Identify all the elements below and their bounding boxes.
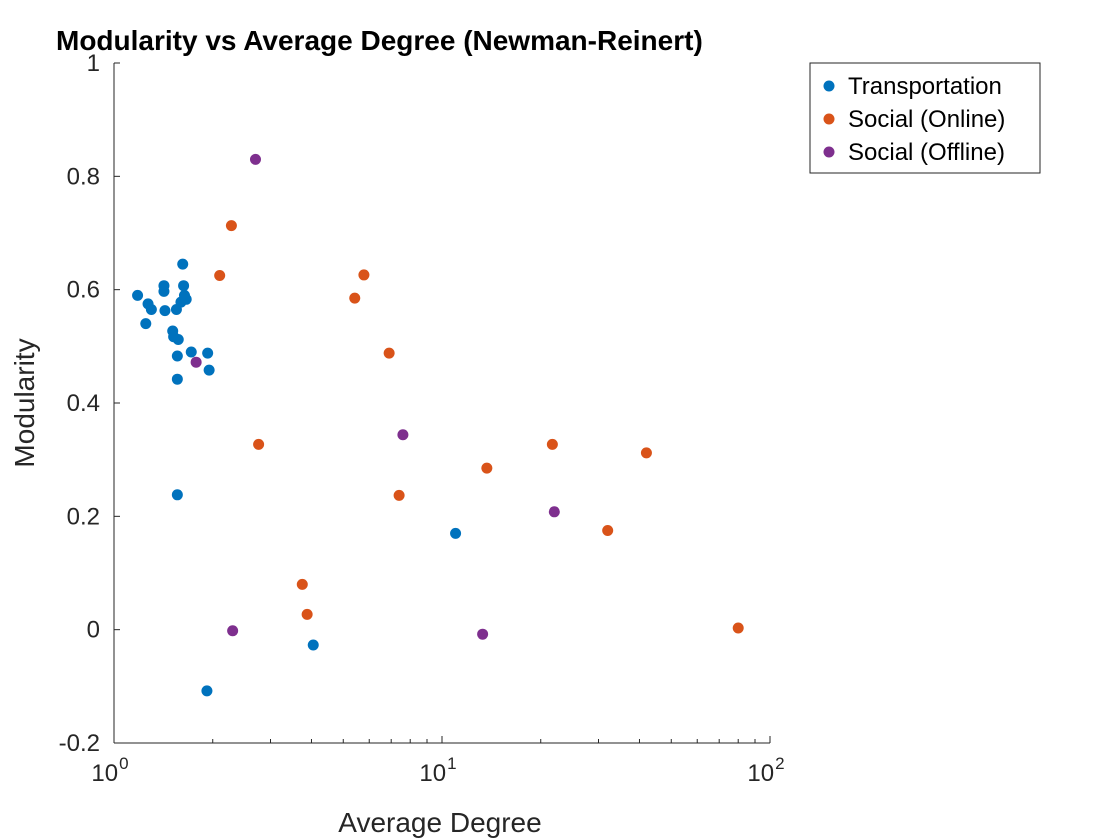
y-tick-label: 0.6 bbox=[67, 277, 100, 304]
series-2 bbox=[190, 153, 560, 640]
data-point bbox=[548, 506, 560, 518]
legend-box bbox=[809, 62, 1041, 174]
x-tick-label: 102 bbox=[747, 754, 784, 787]
y-tick-label: -0.2 bbox=[59, 730, 100, 757]
data-point bbox=[159, 305, 171, 317]
data-point bbox=[178, 280, 190, 292]
x-minor-ticks bbox=[212, 739, 756, 743]
data-point bbox=[172, 334, 184, 346]
data-point bbox=[602, 525, 614, 536]
data-point bbox=[253, 438, 265, 450]
axes bbox=[113, 63, 770, 744]
data-point bbox=[296, 578, 308, 590]
series-0 bbox=[132, 258, 462, 697]
y-tick-label: 1 bbox=[87, 50, 100, 77]
data-point bbox=[171, 350, 183, 362]
data-point bbox=[732, 622, 744, 634]
x-tick-exponent: 1 bbox=[447, 754, 456, 773]
data-point bbox=[132, 289, 144, 301]
legend-marker bbox=[823, 113, 835, 125]
x-tick-label: 101 bbox=[419, 754, 456, 787]
data-point bbox=[214, 270, 226, 281]
chart-title: Modularity vs Average Degree (Newman-Rei… bbox=[56, 25, 703, 56]
data-point bbox=[202, 347, 214, 359]
data-point bbox=[158, 285, 170, 297]
data-point bbox=[481, 462, 493, 474]
x-ticks: 100 101 102 bbox=[91, 736, 785, 787]
data-point bbox=[640, 447, 652, 459]
legend: Transportation Social (Online) Social (Off… bbox=[809, 62, 1041, 174]
legend-label: Social (Online) bbox=[848, 106, 1005, 133]
data-point bbox=[301, 608, 313, 620]
data-point bbox=[171, 373, 183, 385]
y-tick-label: 0.8 bbox=[67, 163, 100, 190]
data-point bbox=[397, 429, 409, 441]
data-point bbox=[383, 347, 395, 359]
data-point bbox=[307, 639, 319, 651]
data-point bbox=[349, 292, 361, 304]
y-tick-label: 0.2 bbox=[67, 503, 100, 530]
data-point bbox=[477, 628, 489, 640]
y-tick-label: 0.4 bbox=[67, 390, 100, 417]
data-point bbox=[546, 438, 558, 450]
x-axis-title: Average Degree bbox=[338, 807, 541, 838]
x-tick-label: 100 bbox=[91, 754, 128, 787]
data-points bbox=[132, 153, 744, 697]
data-point bbox=[393, 489, 405, 501]
series-1 bbox=[214, 220, 744, 634]
y-ticks: -0.2 0 0.2 0.4 0.6 0.8 1 bbox=[59, 50, 120, 757]
data-point bbox=[185, 346, 197, 358]
data-point bbox=[190, 356, 202, 368]
data-point bbox=[225, 220, 237, 232]
x-tick-exponent: 0 bbox=[119, 754, 128, 773]
data-point bbox=[140, 318, 152, 330]
legend-marker bbox=[823, 146, 835, 158]
data-point bbox=[203, 364, 215, 376]
data-point bbox=[227, 625, 239, 637]
data-point bbox=[177, 258, 189, 270]
data-point bbox=[249, 153, 261, 165]
data-point bbox=[450, 527, 462, 539]
legend-label: Transportation bbox=[848, 73, 1002, 100]
data-point bbox=[145, 304, 157, 315]
y-axis-title: Modularity bbox=[9, 338, 40, 467]
legend-marker bbox=[823, 80, 835, 92]
data-point bbox=[180, 293, 192, 305]
data-point bbox=[358, 269, 370, 281]
data-point bbox=[171, 489, 183, 501]
legend-label: Social (Offline) bbox=[848, 139, 1005, 166]
x-tick-exponent: 2 bbox=[775, 754, 784, 773]
y-tick-label: 0 bbox=[87, 617, 100, 644]
data-point bbox=[201, 685, 213, 697]
